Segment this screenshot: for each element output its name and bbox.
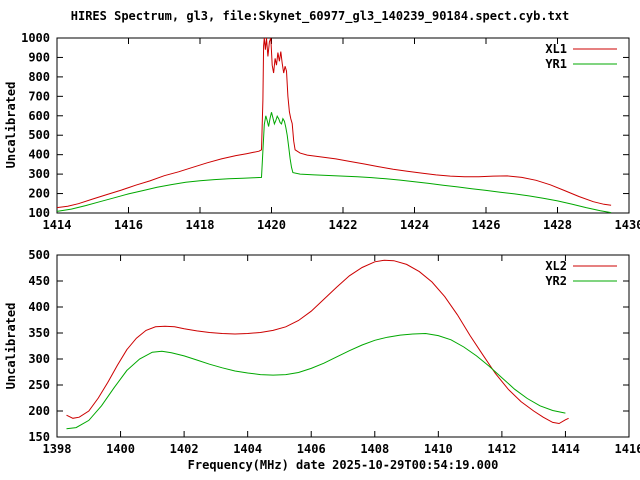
y-tick-label: 500 — [28, 248, 50, 262]
x-tick-label: 1422 — [329, 218, 358, 232]
y-tick-label: 1000 — [21, 31, 50, 45]
y-tick-label: 200 — [28, 187, 50, 201]
x-tick-label: 1414 — [43, 218, 72, 232]
legend-label-XL1: XL1 — [545, 42, 567, 56]
x-tick-label: 1398 — [43, 442, 72, 456]
y-tick-label: 400 — [28, 148, 50, 162]
x-tick-label: 1416 — [114, 218, 143, 232]
x-tick-label: 1400 — [106, 442, 135, 456]
y-tick-label: 250 — [28, 378, 50, 392]
y-tick-label: 300 — [28, 352, 50, 366]
plot-border — [56, 37, 630, 214]
y-tick-label: 600 — [28, 109, 50, 123]
y-tick-label: 500 — [28, 128, 50, 142]
plot-border — [56, 254, 630, 438]
series-line-YR1 — [56, 112, 612, 214]
chart-title: HIRES Spectrum, gl3, file:Skynet_60977_g… — [70, 9, 570, 23]
y-tick-label: 350 — [28, 326, 50, 340]
series-line-YR2 — [66, 332, 566, 430]
y-tick-label: 400 — [28, 300, 50, 314]
y-tick-label: 150 — [28, 430, 50, 444]
legend-label-YR2: YR2 — [545, 274, 567, 288]
x-tick-label: 1420 — [257, 218, 286, 232]
x-tick-label: 1414 — [551, 442, 580, 456]
x-tick-label: 1426 — [472, 218, 501, 232]
x-tick-label: 1402 — [170, 442, 199, 456]
x-tick-label: 1406 — [297, 442, 326, 456]
x-tick-label: 1418 — [186, 218, 215, 232]
y-axis-label-bottom: Uncalibrated — [4, 302, 18, 390]
y-tick-label: 100 — [28, 206, 50, 220]
x-tick-label: 1412 — [487, 442, 516, 456]
y-tick-label: 450 — [28, 274, 50, 288]
chart-panel-0: 1414 1416 1418 1420 1422 1424 1426 1428 1430 100 2… — [21, 31, 640, 232]
x-tick-label: 1428 — [543, 218, 572, 232]
y-tick-label: 700 — [28, 89, 50, 103]
x-tick-label: 1410 — [424, 442, 453, 456]
y-tick-label: 300 — [28, 167, 50, 181]
x-tick-label: 1408 — [360, 442, 389, 456]
y-axis-label-top: Uncalibrated — [4, 81, 18, 169]
x-tick-label: 1424 — [400, 218, 429, 232]
x-tick-label: 1430 — [615, 218, 640, 232]
chart-panel-1: 1398 1400 1402 1404 1406 1408 1410 1412 1414 1416… — [28, 248, 640, 456]
x-tick-label: 1416 — [615, 442, 640, 456]
series-line-XL2 — [66, 259, 569, 425]
x-tick-label: 1404 — [233, 442, 262, 456]
legend-label-XL2: XL2 — [545, 259, 567, 273]
x-axis-label: Frequency(MHz) date 2025-10-29T00:54:19.… — [187, 458, 499, 472]
y-tick-label: 800 — [28, 70, 50, 84]
y-tick-label: 900 — [28, 50, 50, 64]
series-line-XL1 — [56, 37, 612, 209]
legend-label-YR1: YR1 — [545, 57, 567, 71]
y-tick-label: 200 — [28, 404, 50, 418]
